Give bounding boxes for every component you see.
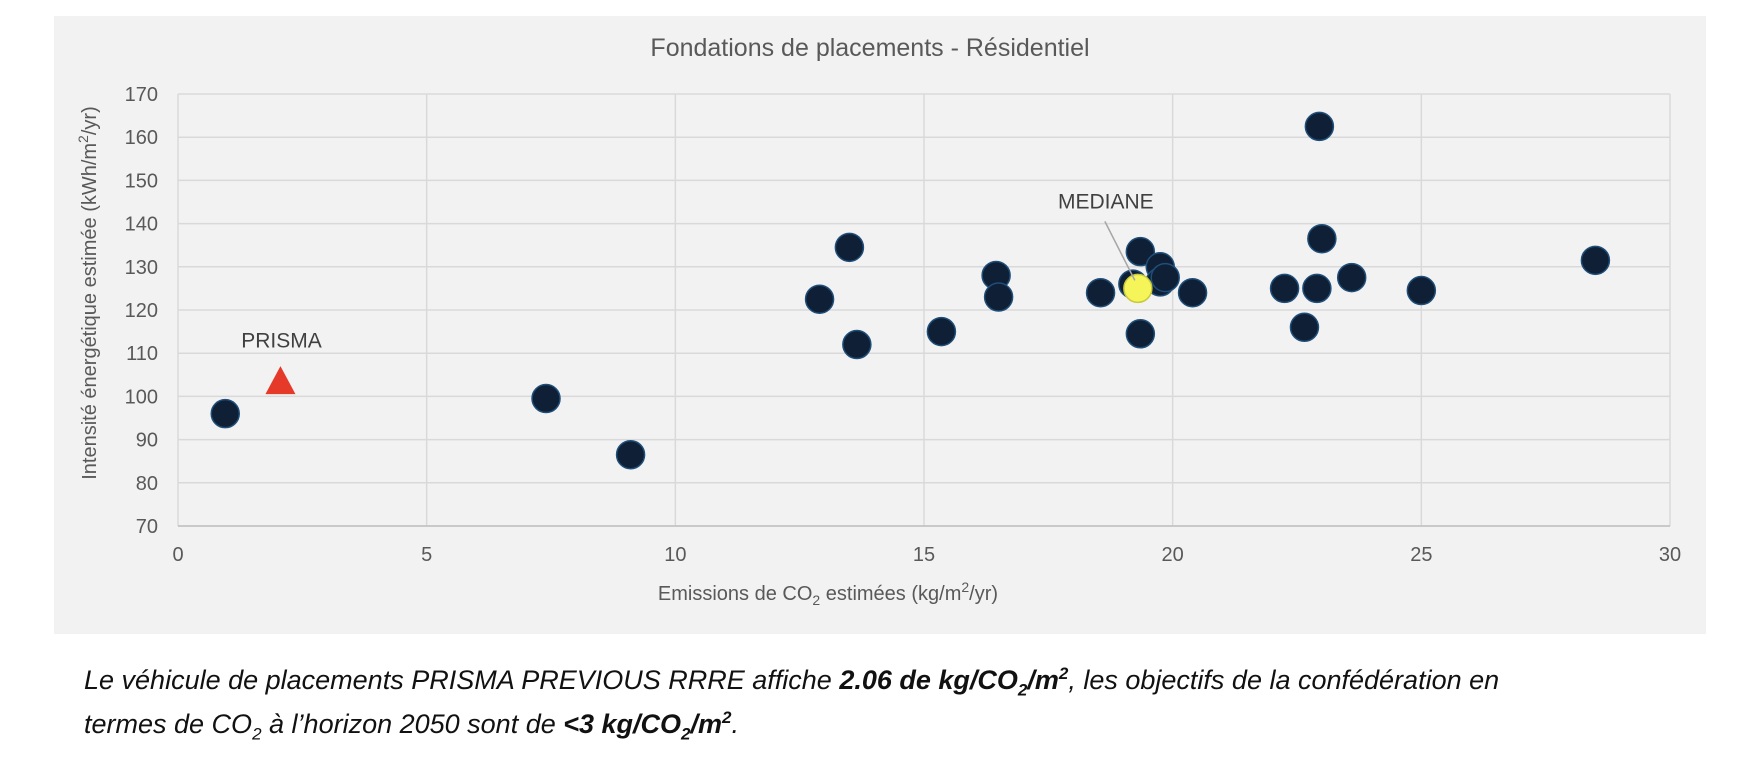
median-label: MEDIANE [1058, 190, 1154, 213]
x-tick-label: 15 [913, 544, 935, 566]
data-point [1125, 319, 1156, 349]
y-axis-title: Intensité énergétique estimée (kWh/m2/yr… [75, 106, 101, 480]
y-tick-label: 160 [125, 127, 158, 149]
x-tick-label: 20 [1162, 544, 1184, 566]
annotations: MEDIANE PRISMA [241, 190, 1154, 352]
x-tick-label: 30 [1659, 544, 1681, 566]
y-tick-label: 110 [126, 343, 158, 365]
data-point [1580, 245, 1611, 276]
y-tick-label: 70 [136, 516, 158, 538]
axes: 70 80 90 100 110 120 130 140 150 160 170 0 5 10 15 20 25… [125, 84, 1682, 566]
data-point [1304, 111, 1335, 142]
data-point [615, 439, 646, 470]
data-point [1269, 273, 1300, 304]
median-point [1123, 273, 1153, 304]
y-tick-label: 170 [125, 84, 158, 106]
data-point [842, 329, 872, 360]
x-tick-label: 0 [172, 544, 183, 566]
data-point [1085, 277, 1116, 308]
y-tick-label: 130 [125, 257, 158, 279]
chart-panel: Fondations de placements - Résidentiel 7… [54, 16, 1706, 634]
data-point [210, 398, 240, 429]
data-point [531, 383, 561, 414]
data-point [1289, 312, 1320, 343]
median-leader-line [1104, 221, 1136, 281]
y-tick-label: 80 [136, 473, 158, 495]
y-tick-label: 150 [125, 170, 158, 192]
caption-line-2: termes de CO2 à l’horizon 2050 sont de <… [84, 708, 740, 744]
x-tick-label: 25 [1410, 544, 1432, 566]
data-point [1336, 262, 1367, 293]
y-tick-label: 90 [136, 430, 158, 452]
scatter-chart: Fondations de placements - Résidentiel 7… [75, 34, 1682, 608]
prisma-label: PRISMA [241, 329, 322, 352]
data-point [983, 282, 1014, 312]
data-point [1125, 236, 1156, 267]
y-tick-label: 100 [125, 386, 158, 408]
data-point [1302, 273, 1332, 304]
y-tick-label: 120 [125, 300, 158, 322]
data-point [834, 232, 865, 263]
grid [177, 93, 1671, 527]
data-point [926, 316, 957, 347]
data-points [210, 111, 1611, 470]
data-point [1150, 262, 1180, 293]
data-point [804, 284, 835, 314]
chart-title: Fondations de placements - Résidentiel [650, 34, 1089, 62]
data-point [1177, 277, 1208, 308]
caption-line-1: Le véhicule de placements PRISMA PREVIOU… [84, 664, 1500, 700]
x-tick-label: 10 [664, 544, 686, 566]
prisma-point [265, 366, 296, 395]
x-tick-label: 5 [421, 544, 432, 566]
x-axis-title: Emissions de CO2 estimées (kg/m2/yr) [658, 579, 998, 608]
y-tick-label: 140 [125, 214, 158, 236]
data-point [1406, 275, 1437, 306]
data-point [1307, 223, 1337, 254]
